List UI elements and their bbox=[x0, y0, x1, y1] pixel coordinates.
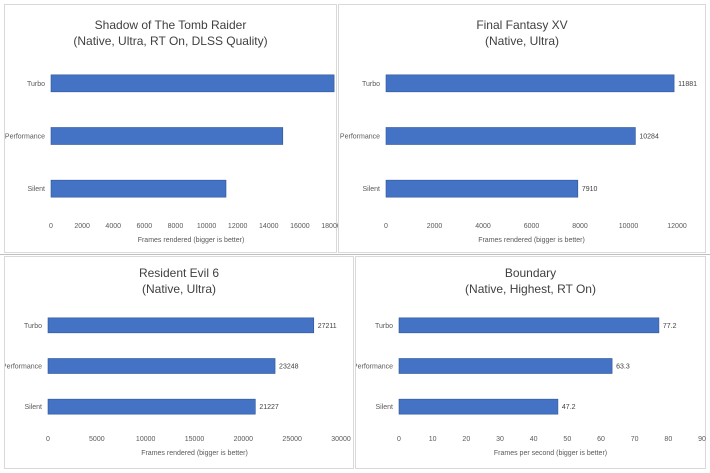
x-tick-label: 6000 bbox=[137, 223, 153, 230]
x-tick-label: 20 bbox=[462, 436, 470, 443]
chart-title: Boundary (Native, Highest, RT On) bbox=[356, 265, 705, 297]
category-label: Turbo bbox=[24, 323, 42, 330]
x-tick-label: 30 bbox=[496, 436, 504, 443]
bar-chart-svg: Turbo Performance Silent 0 2000 4000 6000 8000 1… bbox=[5, 74, 338, 244]
category-label: Turbo bbox=[375, 323, 393, 330]
value-label: 77.2 bbox=[663, 323, 677, 330]
chart-title-main: Resident Evil 6 bbox=[138, 266, 220, 280]
x-tick-label: 2000 bbox=[427, 223, 443, 230]
chart-panel-boundary: Boundary (Native, Highest, RT On) Turbo 7… bbox=[355, 256, 706, 469]
x-tick-label: 14000 bbox=[259, 223, 279, 230]
category-label: Silent bbox=[375, 404, 393, 411]
x-axis-title: Frames rendered (bigger is better) bbox=[478, 237, 585, 244]
bar bbox=[50, 74, 335, 93]
bar bbox=[385, 179, 579, 198]
bar bbox=[398, 358, 613, 374]
x-tick-label: 20000 bbox=[234, 436, 254, 443]
chart-title: Shadow of The Tomb Raider (Native, Ultra… bbox=[5, 17, 336, 49]
value-label: 21227 bbox=[259, 404, 279, 411]
value-label: 10284 bbox=[639, 134, 659, 141]
bar bbox=[385, 74, 675, 93]
chart-title: Final Fantasy XV (Native, Ultra) bbox=[339, 17, 705, 49]
value-label: 7910 bbox=[582, 186, 598, 193]
x-tick-label: 18000 bbox=[321, 223, 338, 230]
x-tick-label: 90 bbox=[698, 436, 706, 443]
bar bbox=[47, 358, 276, 374]
chart-title-main: Final Fantasy XV bbox=[476, 18, 568, 32]
x-tick-label: 30000 bbox=[331, 436, 351, 443]
x-tick-label: 5000 bbox=[89, 436, 105, 443]
bar bbox=[385, 127, 636, 145]
x-tick-label: 70 bbox=[631, 436, 639, 443]
chart-title-sub: (Native, Highest, RT On) bbox=[465, 282, 596, 296]
bar bbox=[50, 127, 284, 145]
x-axis-title: Frames rendered (bigger is better) bbox=[141, 450, 248, 457]
value-label: 23248 bbox=[279, 364, 299, 371]
category-label: Performance bbox=[5, 134, 45, 141]
bar bbox=[398, 317, 660, 334]
value-label: 63.3 bbox=[616, 364, 630, 371]
row-divider bbox=[0, 254, 710, 255]
chart-title-sub: (Native, Ultra) bbox=[141, 282, 216, 296]
x-axis-title: Frames rendered (bigger is better) bbox=[138, 237, 245, 244]
x-tick-label: 8000 bbox=[168, 223, 184, 230]
x-tick-label: 10000 bbox=[197, 223, 217, 230]
x-tick-label: 0 bbox=[384, 223, 388, 230]
x-tick-label: 60 bbox=[597, 436, 605, 443]
x-tick-label: 0 bbox=[397, 436, 401, 443]
chart-title-main: Boundary bbox=[504, 266, 557, 280]
bar-chart-svg: Turbo 11881 Performance 10284 Silent 7910 0 200… bbox=[340, 74, 697, 244]
bar bbox=[47, 398, 256, 415]
bar bbox=[47, 317, 315, 334]
value-label: 47.2 bbox=[562, 404, 576, 411]
category-label: Performance bbox=[340, 134, 380, 141]
chart-title-sub: (Native, Ultra) bbox=[484, 34, 559, 48]
bar bbox=[398, 398, 559, 415]
value-label: 27211 bbox=[318, 323, 337, 330]
chart-title-sub: (Native, Ultra, RT On, DLSS Quality) bbox=[73, 34, 268, 48]
chart-title-main: Shadow of The Tomb Raider bbox=[94, 18, 247, 32]
category-label: Silent bbox=[362, 186, 380, 193]
category-label: Silent bbox=[24, 404, 42, 411]
x-tick-label: 10000 bbox=[136, 436, 156, 443]
x-tick-label: 6000 bbox=[524, 223, 540, 230]
x-tick-label: 80 bbox=[664, 436, 672, 443]
x-tick-label: 40 bbox=[530, 436, 538, 443]
chart-title: Resident Evil 6 (Native, Ultra) bbox=[5, 265, 353, 297]
x-tick-label: 0 bbox=[46, 436, 50, 443]
x-tick-label: 10 bbox=[429, 436, 437, 443]
chart-panel-resident-evil-6: Resident Evil 6 (Native, Ultra) Turbo 272… bbox=[4, 256, 354, 469]
category-label: Turbo bbox=[27, 81, 45, 88]
x-tick-label: 4000 bbox=[105, 223, 121, 230]
x-tick-label: 16000 bbox=[290, 223, 310, 230]
value-label: 11881 bbox=[678, 81, 697, 88]
x-tick-label: 15000 bbox=[185, 436, 205, 443]
category-label: Silent bbox=[27, 186, 45, 193]
x-tick-label: 10000 bbox=[619, 223, 639, 230]
x-tick-label: 50 bbox=[563, 436, 571, 443]
x-tick-label: 25000 bbox=[282, 436, 302, 443]
x-tick-label: 8000 bbox=[572, 223, 588, 230]
bar-chart-svg: Turbo 27211 Performance 23248 Silent 21227 0 50… bbox=[5, 317, 351, 457]
chart-panel-shadow-tomb-raider: Shadow of The Tomb Raider (Native, Ultra… bbox=[4, 4, 338, 253]
x-tick-label: 12000 bbox=[228, 223, 248, 230]
category-label: Performance bbox=[356, 364, 393, 371]
category-label: Turbo bbox=[362, 81, 380, 88]
x-axis-title: Frames per second (bigger is better) bbox=[494, 450, 607, 457]
bar bbox=[50, 179, 227, 198]
bar-chart-svg: Turbo 77.2 Performance 63.3 Silent 47.2 0 10 20 3… bbox=[356, 317, 706, 457]
x-tick-label: 2000 bbox=[74, 223, 90, 230]
chart-panel-final-fantasy-xv: Final Fantasy XV (Native, Ultra) Turbo 11… bbox=[338, 4, 706, 253]
x-tick-label: 0 bbox=[49, 223, 53, 230]
x-tick-label: 12000 bbox=[667, 223, 687, 230]
x-tick-label: 4000 bbox=[475, 223, 491, 230]
category-label: Performance bbox=[5, 364, 42, 371]
